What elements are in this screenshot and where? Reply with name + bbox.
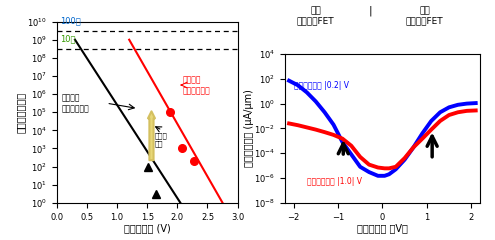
Y-axis label: 長期寿命（秒）: 長期寿命（秒） — [16, 92, 26, 133]
Text: 正型
トンネルFET: 正型 トンネルFET — [406, 6, 444, 25]
Text: 大幅な
向上: 大幅な 向上 — [155, 132, 168, 147]
Text: ドレイン電圧 |1.0| V: ドレイン電圧 |1.0| V — [307, 177, 362, 186]
Text: ドレイン電圧 |0.2| V: ドレイン電圧 |0.2| V — [294, 81, 348, 90]
Text: トンネル
トランジスタ: トンネル トランジスタ — [182, 75, 210, 95]
X-axis label: ゲート電圧 （V）: ゲート電圧 （V） — [357, 223, 408, 233]
X-axis label: ゲート電圧 (V): ゲート電圧 (V) — [124, 223, 171, 233]
Text: 負型
トンネルFET: 負型 トンネルFET — [297, 6, 335, 25]
Text: 電界効果
トランジスタ: 電界効果 トランジスタ — [61, 93, 89, 113]
Text: |: | — [368, 6, 372, 17]
Text: 10年: 10年 — [60, 34, 75, 43]
Text: 100年: 100年 — [60, 16, 81, 25]
Y-axis label: ドレイン電流 (μA/μm): ドレイン電流 (μA/μm) — [244, 90, 254, 167]
